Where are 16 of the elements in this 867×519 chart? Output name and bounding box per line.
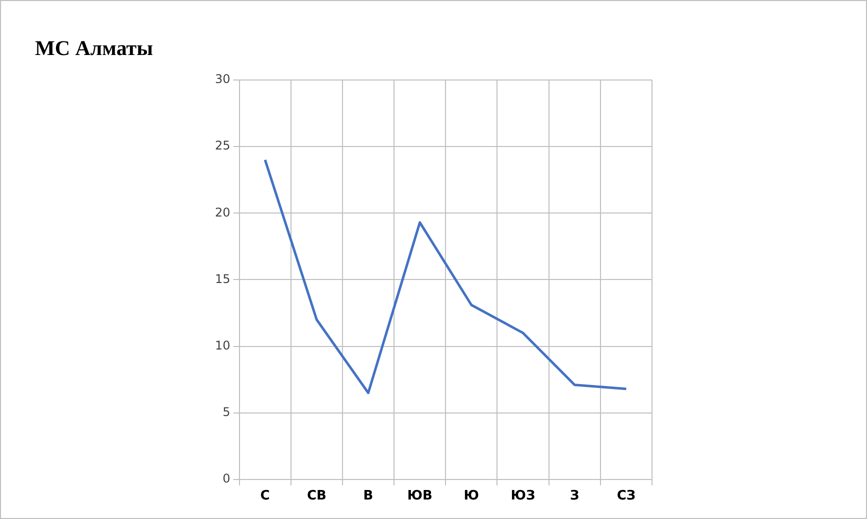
x-tick-label: С	[260, 488, 270, 504]
x-tick-label: ЮЗ	[510, 488, 536, 504]
x-tick-label: З	[570, 488, 580, 504]
y-tick-label: 30	[214, 72, 230, 86]
y-tick-label: 15	[214, 272, 230, 286]
chart-title: МС Алматы	[35, 36, 154, 61]
x-tick-label: СВ	[306, 488, 326, 504]
y-tick-label: 10	[214, 338, 230, 352]
x-tick-label: Ю	[464, 488, 480, 504]
y-tick-label: 0	[222, 472, 230, 486]
y-tick-label: 25	[214, 138, 230, 153]
x-tick-label: СЗ	[616, 488, 636, 504]
x-tick-label: ЮВ	[407, 488, 432, 504]
y-tick-label: 20	[214, 205, 230, 220]
x-tick-label: В	[363, 488, 374, 504]
y-tick-label: 5	[222, 404, 230, 419]
